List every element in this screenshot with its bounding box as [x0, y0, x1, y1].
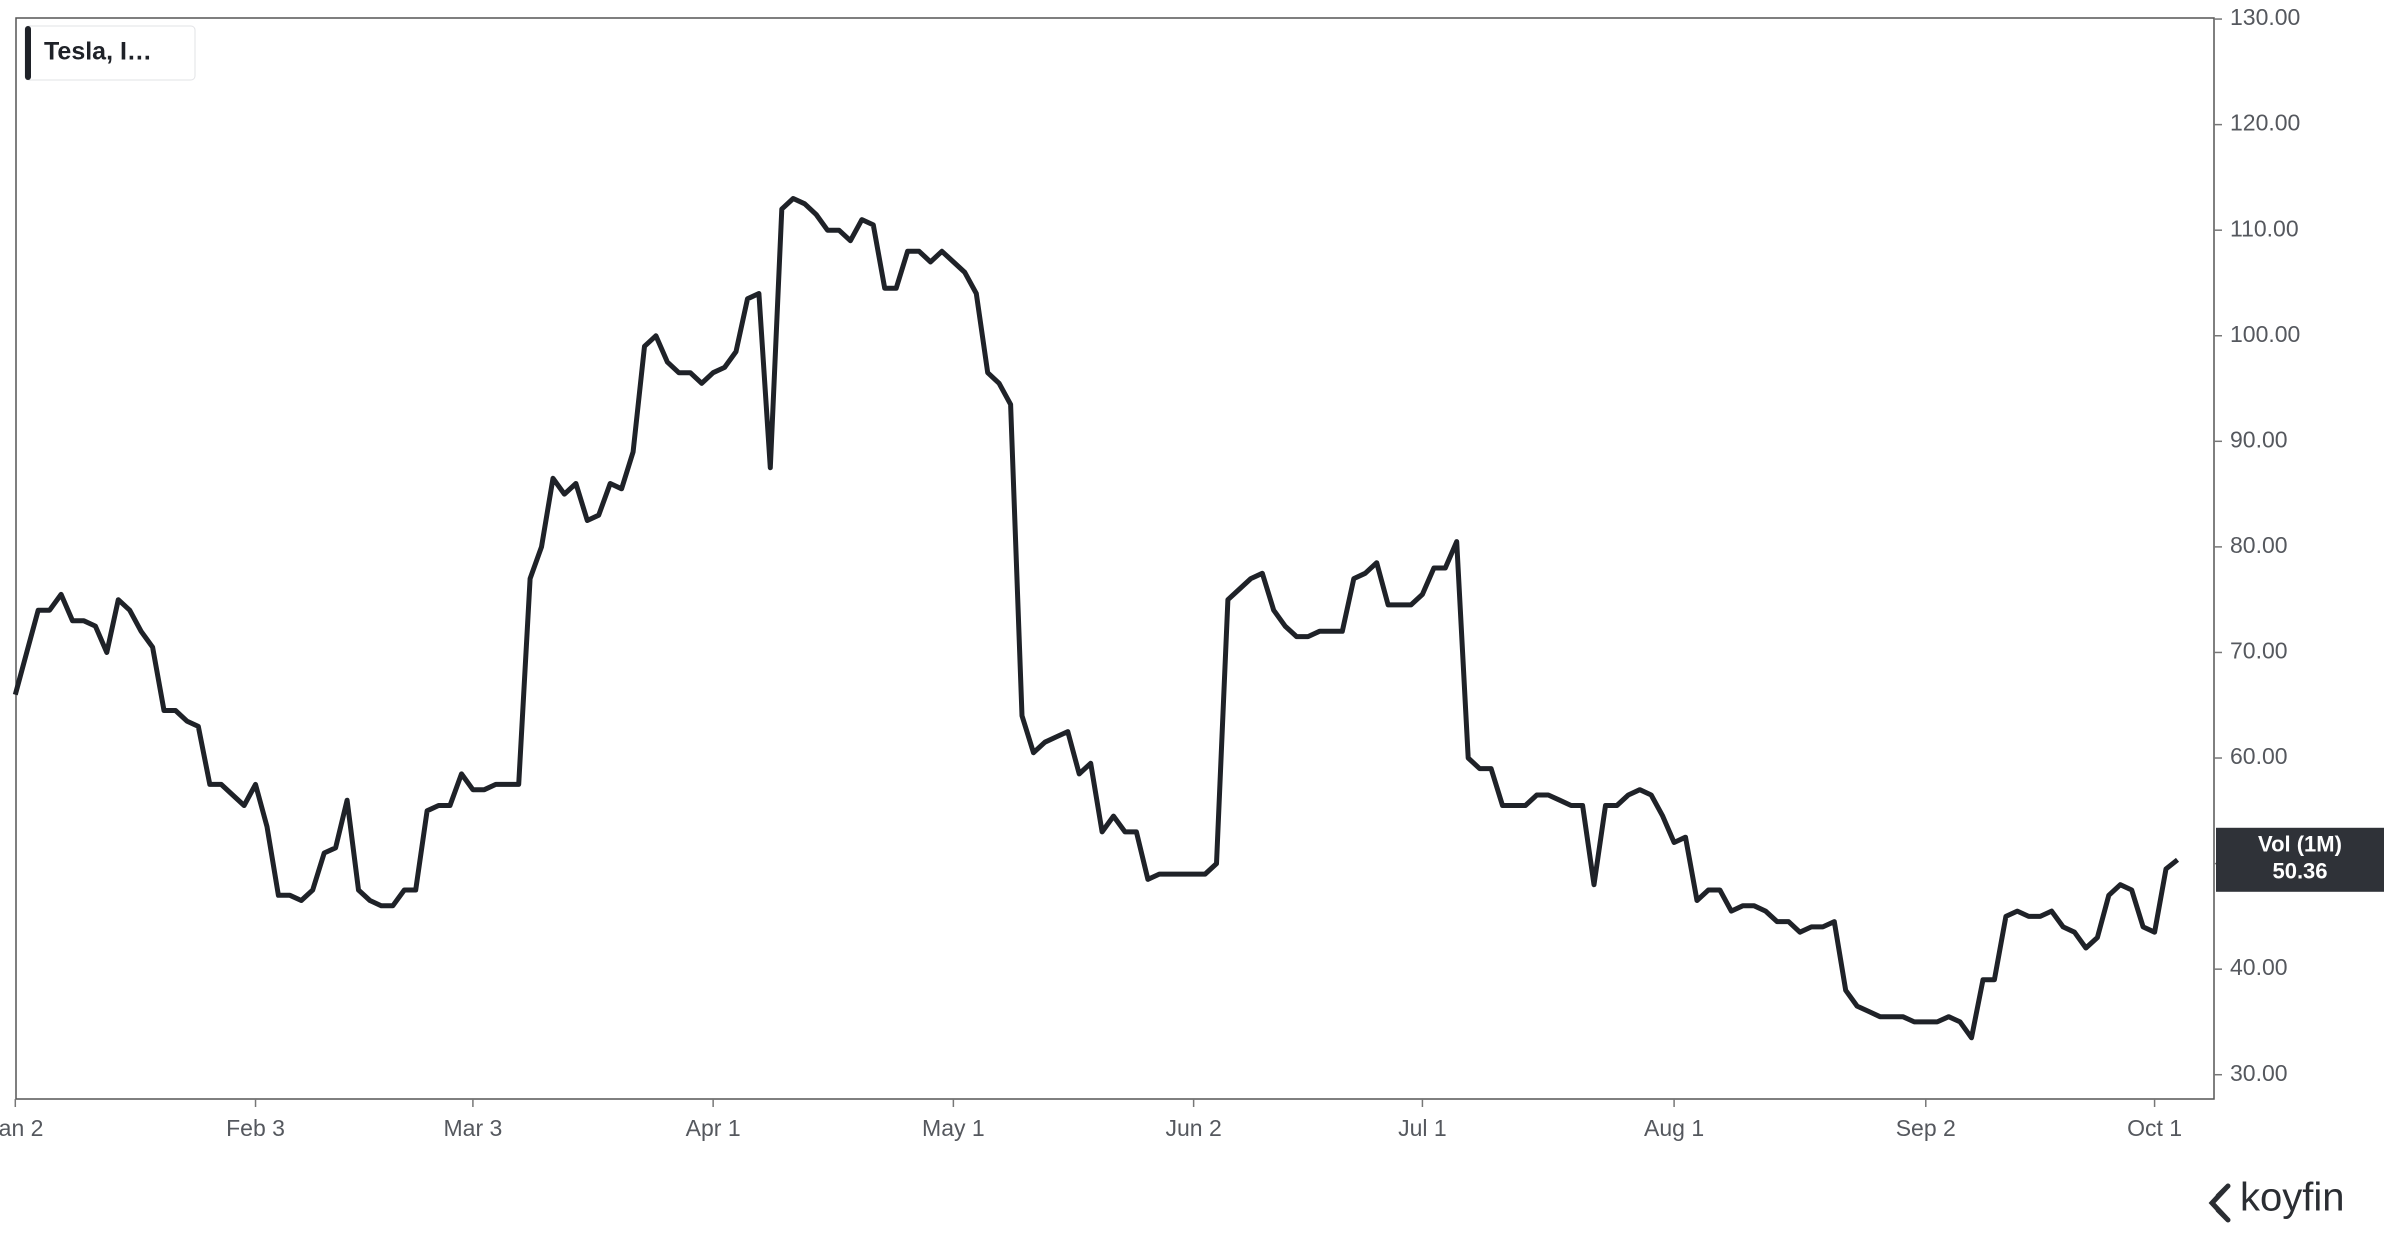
- x-tick-label: Apr 1: [686, 1115, 741, 1141]
- x-tick-label: Jul 1: [1398, 1115, 1447, 1141]
- x-tick-label: Jan 2: [0, 1115, 43, 1141]
- plot-frame: [15, 17, 2215, 1100]
- y-tick-label: 120.00: [2230, 110, 2300, 136]
- y-tick-label: 40.00: [2230, 954, 2288, 980]
- x-tick-label: Sep 2: [1896, 1115, 1956, 1141]
- price-badge-title: Vol (1M): [2258, 832, 2342, 857]
- y-tick-label: 70.00: [2230, 638, 2288, 664]
- y-tick-label: 110.00: [2230, 215, 2299, 241]
- y-tick-label: 90.00: [2230, 426, 2288, 452]
- price-badge: Vol (1M)50.36: [2216, 827, 2384, 892]
- price-badge-value: 50.36: [2272, 859, 2327, 884]
- x-tick-label: Oct 1: [2127, 1115, 2182, 1141]
- price-line: [12, 196, 2180, 1041]
- x-tick-label: Jun 2: [1165, 1115, 1221, 1141]
- price-badge-box: [2216, 827, 2384, 892]
- legend-label[interactable]: Tesla, I…: [44, 38, 152, 66]
- x-tick-label: Feb 3: [226, 1115, 285, 1141]
- y-tick-label: 80.00: [2230, 532, 2288, 558]
- legend-swatch: [25, 26, 31, 80]
- x-tick-label: Mar 3: [444, 1115, 503, 1141]
- logo-text: koyfin: [2240, 1176, 2345, 1220]
- y-tick-label: 60.00: [2230, 743, 2288, 769]
- logo-icon: [2208, 1183, 2231, 1223]
- logo: koyfin: [2208, 1176, 2345, 1223]
- y-tick-label: 100.00: [2230, 321, 2300, 347]
- x-tick-label: May 1: [922, 1115, 985, 1141]
- legend[interactable]: Tesla, I…: [24, 25, 196, 81]
- x-tick-label: Aug 1: [1644, 1115, 1704, 1141]
- y-tick-label: 130.00: [2230, 4, 2300, 30]
- y-tick-label: 30.00: [2230, 1060, 2288, 1086]
